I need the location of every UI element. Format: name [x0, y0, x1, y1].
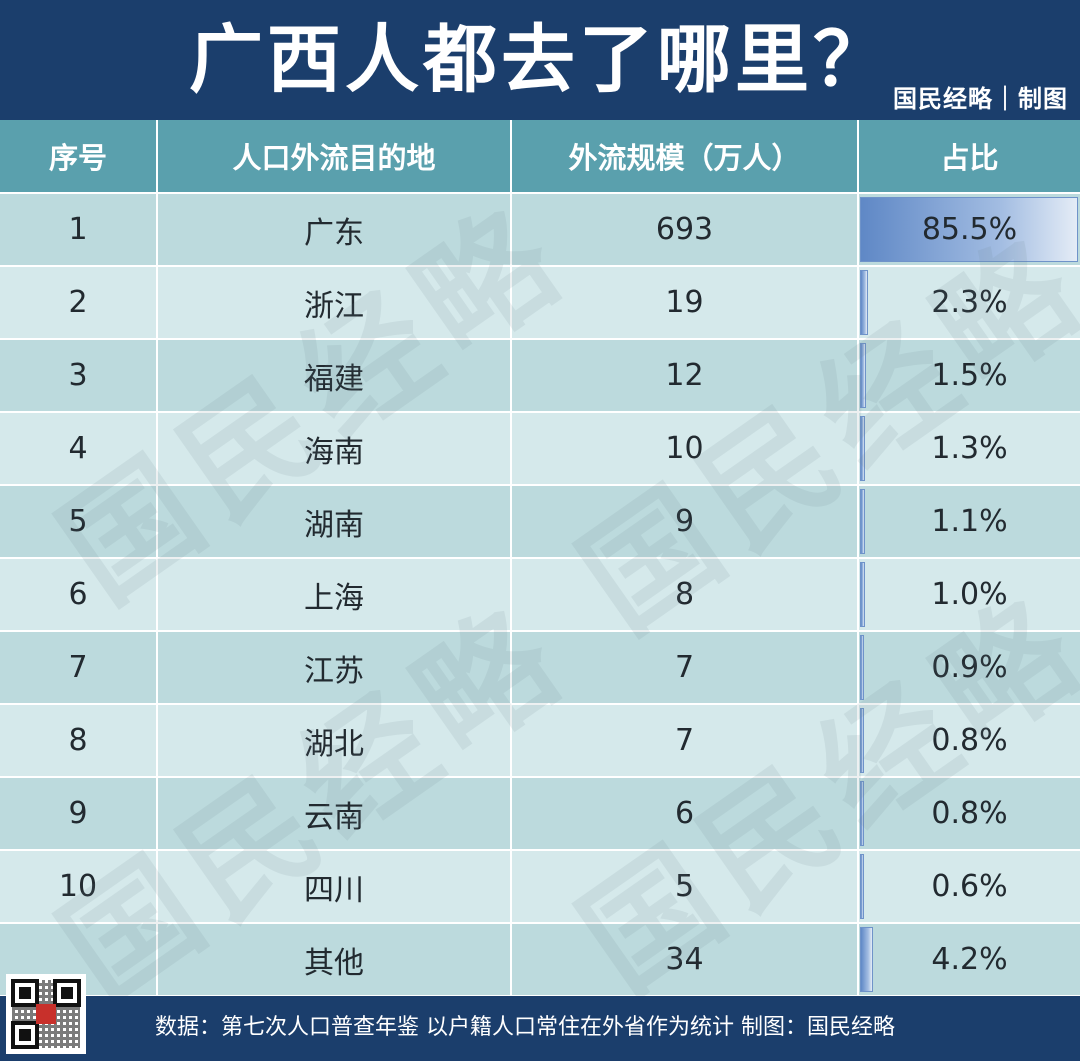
cell-rank: 6	[0, 558, 158, 632]
table-body: 1 广东 693 85.5% 2 浙江 19 2.3% 3 福建 12 1.5% 4 海南 10 1.3% 5 湖…	[0, 193, 1080, 997]
table-header-row: 序号 人口外流目的地 外流规模（万人） 占比	[0, 120, 1080, 194]
cell-destination: 浙江	[157, 266, 512, 340]
qr-finder	[11, 1021, 39, 1049]
cell-destination: 云南	[157, 777, 512, 851]
cell-destination: 湖南	[157, 485, 512, 559]
seal-icon	[36, 1004, 56, 1024]
maker-credit: 国民经略｜制图	[893, 84, 1068, 113]
share-bar	[860, 854, 864, 919]
cell-scale: 19	[511, 266, 859, 340]
cell-scale: 7	[511, 704, 859, 778]
cell-destination: 湖北	[157, 704, 512, 778]
cell-share: 1.0%	[858, 558, 1080, 632]
cell-share: 85.5%	[858, 193, 1080, 267]
cell-scale: 34	[511, 923, 859, 997]
page-title: 广西人都去了哪里？	[189, 17, 891, 103]
cell-destination: 福建	[157, 339, 512, 413]
cell-scale: 693	[511, 193, 859, 267]
share-label: 1.0%	[931, 577, 1008, 612]
footer-banner: 数据：第七次人口普查年鉴 以户籍人口常住在外省作为统计 制图：国民经略	[0, 996, 1080, 1061]
table-row: 2 浙江 19 2.3%	[0, 266, 1080, 340]
table-row: 5 湖南 9 1.1%	[0, 485, 1080, 559]
column-header-rank: 序号	[0, 120, 158, 194]
table-row: 3 福建 12 1.5%	[0, 339, 1080, 413]
share-bar	[860, 197, 1078, 262]
share-bar	[860, 562, 865, 627]
share-bar	[860, 416, 866, 481]
table-row: 7 江苏 7 0.9%	[0, 631, 1080, 705]
cell-rank: 7	[0, 631, 158, 705]
cell-share: 0.6%	[858, 850, 1080, 924]
share-bar	[860, 708, 865, 773]
share-label: 0.6%	[931, 869, 1008, 904]
table-row: 其他 34 4.2%	[0, 923, 1080, 997]
cell-share: 0.9%	[858, 631, 1080, 705]
table-row: 4 海南 10 1.3%	[0, 412, 1080, 486]
share-label: 0.8%	[931, 723, 1008, 758]
qr-finder	[53, 979, 81, 1007]
cell-scale: 10	[511, 412, 859, 486]
table-row: 1 广东 693 85.5%	[0, 193, 1080, 267]
cell-rank: 8	[0, 704, 158, 778]
column-header-share: 占比	[858, 120, 1080, 194]
column-header-destination: 人口外流目的地	[157, 120, 512, 194]
cell-destination: 其他	[157, 923, 512, 997]
column-header-scale: 外流规模（万人）	[511, 120, 859, 194]
share-label: 85.5%	[921, 212, 1018, 247]
share-label: 2.3%	[931, 285, 1008, 320]
cell-destination: 海南	[157, 412, 512, 486]
cell-share: 1.1%	[858, 485, 1080, 559]
cell-share: 2.3%	[858, 266, 1080, 340]
cell-rank: 2	[0, 266, 158, 340]
cell-rank: 9	[0, 777, 158, 851]
cell-destination: 上海	[157, 558, 512, 632]
cell-share: 0.8%	[858, 777, 1080, 851]
cell-destination: 江苏	[157, 631, 512, 705]
cell-scale: 6	[511, 777, 859, 851]
cell-rank: 4	[0, 412, 158, 486]
cell-rank: 10	[0, 850, 158, 924]
table-row: 8 湖北 7 0.8%	[0, 704, 1080, 778]
cell-share: 1.5%	[858, 339, 1080, 413]
share-bar	[860, 343, 866, 408]
share-label: 1.5%	[931, 358, 1008, 393]
share-bar	[860, 781, 865, 846]
cell-scale: 7	[511, 631, 859, 705]
share-bar	[860, 635, 865, 700]
table-row: 6 上海 8 1.0%	[0, 558, 1080, 632]
share-label: 0.9%	[931, 650, 1008, 685]
share-bar	[860, 270, 868, 335]
data-table: 序号 人口外流目的地 外流规模（万人） 占比 1 广东 693 85.5% 2 浙江 19 2…	[0, 120, 1080, 997]
share-label: 0.8%	[931, 796, 1008, 831]
cell-share: 4.2%	[858, 923, 1080, 997]
cell-rank: 5	[0, 485, 158, 559]
cell-share: 0.8%	[858, 704, 1080, 778]
cell-share: 1.3%	[858, 412, 1080, 486]
share-bar	[860, 927, 873, 992]
cell-scale: 8	[511, 558, 859, 632]
cell-scale: 9	[511, 485, 859, 559]
cell-scale: 12	[511, 339, 859, 413]
cell-rank: 3	[0, 339, 158, 413]
table-row: 9 云南 6 0.8%	[0, 777, 1080, 851]
cell-scale: 5	[511, 850, 859, 924]
share-label: 4.2%	[931, 942, 1008, 977]
share-label: 1.1%	[931, 504, 1008, 539]
data-source-note: 数据：第七次人口普查年鉴 以户籍人口常住在外省作为统计 制图：国民经略	[155, 1015, 895, 1040]
cell-rank: 1	[0, 193, 158, 267]
qr-code-icon[interactable]	[6, 974, 86, 1054]
share-bar	[860, 489, 865, 554]
table-row: 10 四川 5 0.6%	[0, 850, 1080, 924]
cell-destination: 四川	[157, 850, 512, 924]
qr-finder	[11, 979, 39, 1007]
share-label: 1.3%	[931, 431, 1008, 466]
cell-destination: 广东	[157, 193, 512, 267]
header-banner: 广西人都去了哪里？ 国民经略｜制图	[0, 0, 1080, 120]
